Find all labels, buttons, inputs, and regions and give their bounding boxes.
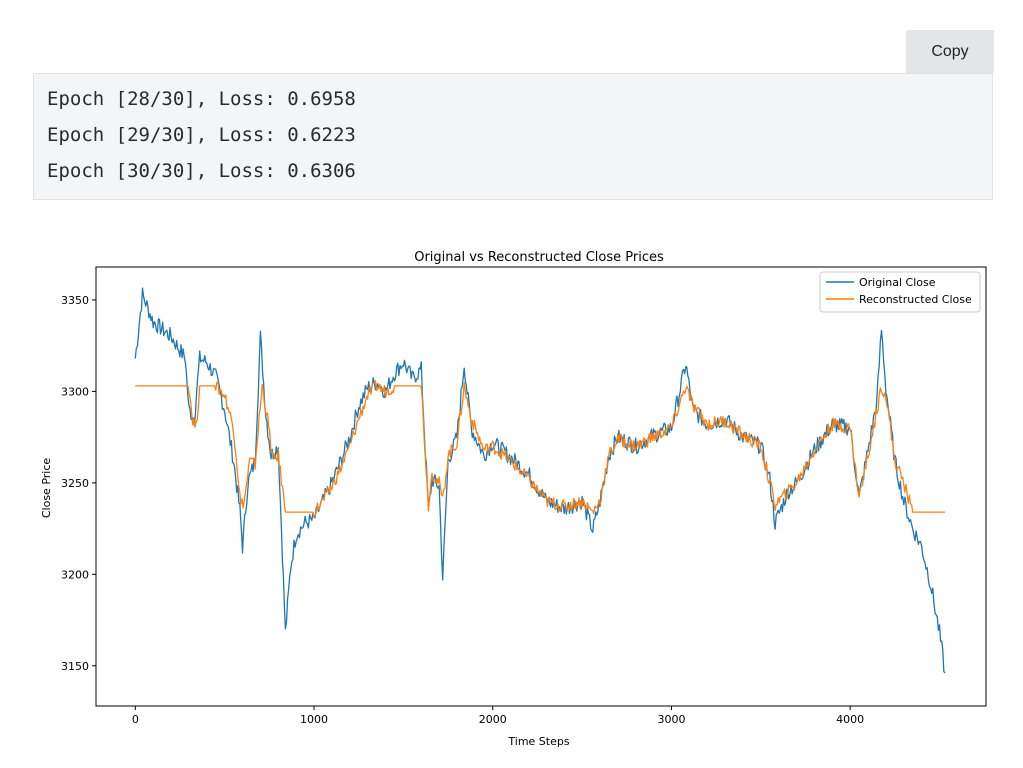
x-tick-label: 2000 bbox=[479, 713, 507, 726]
x-tick-label: 3000 bbox=[657, 713, 685, 726]
code-line: Epoch [30/30], Loss: 0.6306 bbox=[47, 160, 356, 182]
x-tick-label: 1000 bbox=[300, 713, 328, 726]
x-tick-label: 0 bbox=[132, 713, 139, 726]
plot-area bbox=[95, 266, 987, 707]
y-axis-label: Close Price bbox=[40, 458, 53, 519]
series-layer bbox=[134, 287, 946, 674]
y-tick-label: 3300 bbox=[61, 385, 89, 398]
legend-label-original: Original Close bbox=[859, 276, 936, 289]
x-tick-label: 4000 bbox=[836, 713, 864, 726]
y-tick-label: 3250 bbox=[61, 477, 89, 490]
legend: Original Close Reconstructed Close bbox=[819, 271, 981, 313]
code-line: Epoch [28/30], Loss: 0.6958 bbox=[47, 88, 356, 110]
chart-title: Original vs Reconstructed Close Prices bbox=[414, 250, 664, 265]
x-axis-label: Time Steps bbox=[507, 735, 569, 748]
axis-layer: 0 1000 2000 3000 4000 3150 3200 3250 3300 3350 bbox=[61, 294, 864, 726]
legend-box bbox=[819, 271, 981, 313]
code-line: Epoch [29/30], Loss: 0.6223 bbox=[47, 124, 356, 146]
legend-label-reconstructed: Reconstructed Close bbox=[859, 293, 972, 306]
chart-container: Original vs Reconstructed Close Prices 0… bbox=[0, 236, 1023, 764]
series-line-reconstructed-close bbox=[135, 380, 945, 519]
y-tick-label: 3150 bbox=[61, 660, 89, 673]
y-tick-label: 3200 bbox=[61, 568, 89, 581]
y-tick-label: 3350 bbox=[61, 294, 89, 307]
line-chart: Original vs Reconstructed Close Prices 0… bbox=[40, 250, 987, 748]
code-output-block: Epoch [28/30], Loss: 0.6958 Epoch [29/30… bbox=[33, 73, 993, 200]
copy-button[interactable]: Copy bbox=[906, 30, 994, 73]
